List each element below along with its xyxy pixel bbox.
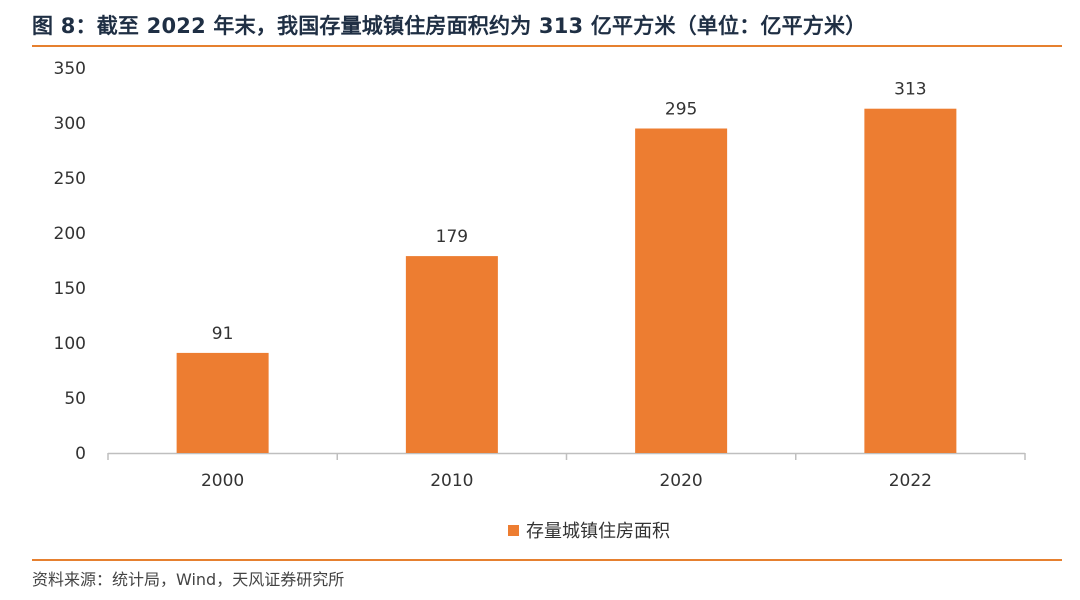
x-axis-ticks <box>107 453 1026 460</box>
source-rule <box>32 559 1062 561</box>
data-label-2020: 295 <box>665 100 697 120</box>
title-rule <box>32 45 1062 47</box>
y-tick-label: 350 <box>54 59 86 79</box>
data-labels: 91 179 295 313 <box>212 80 927 344</box>
y-tick-label: 250 <box>54 169 86 189</box>
bar-2020 <box>635 128 728 453</box>
y-tick-label: 150 <box>54 279 86 299</box>
x-tick-label-2022: 2022 <box>889 471 932 491</box>
x-tick-label-2000: 2000 <box>201 471 244 491</box>
data-label-2010: 179 <box>436 227 468 247</box>
y-tick-label: 300 <box>54 114 86 134</box>
data-label-2022: 313 <box>894 80 926 100</box>
y-tick-label: 50 <box>64 389 86 409</box>
legend: 存量城镇住房面积 <box>508 521 670 542</box>
y-tick-label: 0 <box>75 444 86 464</box>
x-tick-label-2010: 2010 <box>430 471 473 491</box>
bars <box>176 108 957 453</box>
y-tick-label: 100 <box>54 334 86 354</box>
legend-swatch <box>508 525 519 536</box>
source-note: 资料来源：统计局，Wind，天风证券研究所 <box>32 570 345 589</box>
bar-2022 <box>864 108 957 453</box>
figure-title: 图 8：截至 2022 年末，我国存量城镇住房面积约为 313 亿平方米（单位：… <box>32 14 867 38</box>
bar-2000 <box>176 352 269 453</box>
bar-2010 <box>405 256 498 453</box>
x-axis-labels: 2000 2010 2020 2022 <box>201 471 932 491</box>
y-axis-labels: 0 50 100 150 200 250 300 350 <box>54 59 86 464</box>
legend-label: 存量城镇住房面积 <box>526 521 670 542</box>
y-tick-label: 200 <box>54 224 86 244</box>
data-label-2000: 91 <box>212 324 234 344</box>
x-tick-label-2020: 2020 <box>659 471 702 491</box>
